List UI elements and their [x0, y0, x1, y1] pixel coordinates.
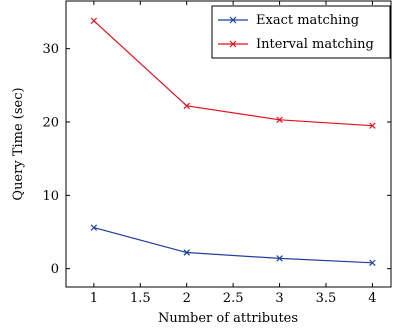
y-tick-label: 20 [42, 116, 59, 131]
plot-frame [65, 0, 392, 288]
x-tick-label: 3 [275, 291, 283, 306]
x-tick-label: 2 [183, 291, 191, 306]
x-tick-label: 2.5 [223, 291, 244, 306]
legend-label-exact: Exact matching [256, 13, 359, 28]
y-tick-label: 0 [51, 262, 59, 277]
data-point-0-2 [276, 255, 283, 262]
y-axis-label: Query Time (sec) [11, 87, 26, 200]
x-axis-label: Number of attributes [158, 311, 298, 326]
x-tick-label: 1.5 [130, 291, 151, 306]
data-point-1-2 [276, 116, 283, 124]
y-tick-label: 10 [42, 189, 59, 204]
x-axis-ticks: 1 1.5 2 2.5 3 3.5 4 [90, 1, 377, 306]
x-tick-label: 3.5 [316, 291, 337, 306]
series-layer [90, 17, 376, 267]
legend-label-interval: Interval matching [256, 37, 374, 52]
data-point-1-0 [90, 17, 98, 25]
data-point-0-1 [183, 249, 190, 256]
data-point-0-0 [90, 224, 98, 231]
y-tick-label: 30 [42, 42, 59, 57]
x-tick-label: 4 [368, 291, 376, 306]
data-point-1-3 [369, 122, 376, 129]
legend: Exact matching Interval matching [211, 5, 391, 59]
series-line-1 [93, 20, 373, 127]
data-point-0-3 [369, 259, 376, 267]
x-tick-label: 1 [90, 291, 98, 306]
data-point-1-1 [183, 102, 190, 110]
legend-box [211, 5, 391, 59]
y-axis-ticks: 0 10 20 30 [42, 42, 391, 277]
legend-marker-interval [229, 40, 237, 48]
series-line-0 [93, 227, 373, 264]
legend-marker-exact [229, 16, 237, 24]
